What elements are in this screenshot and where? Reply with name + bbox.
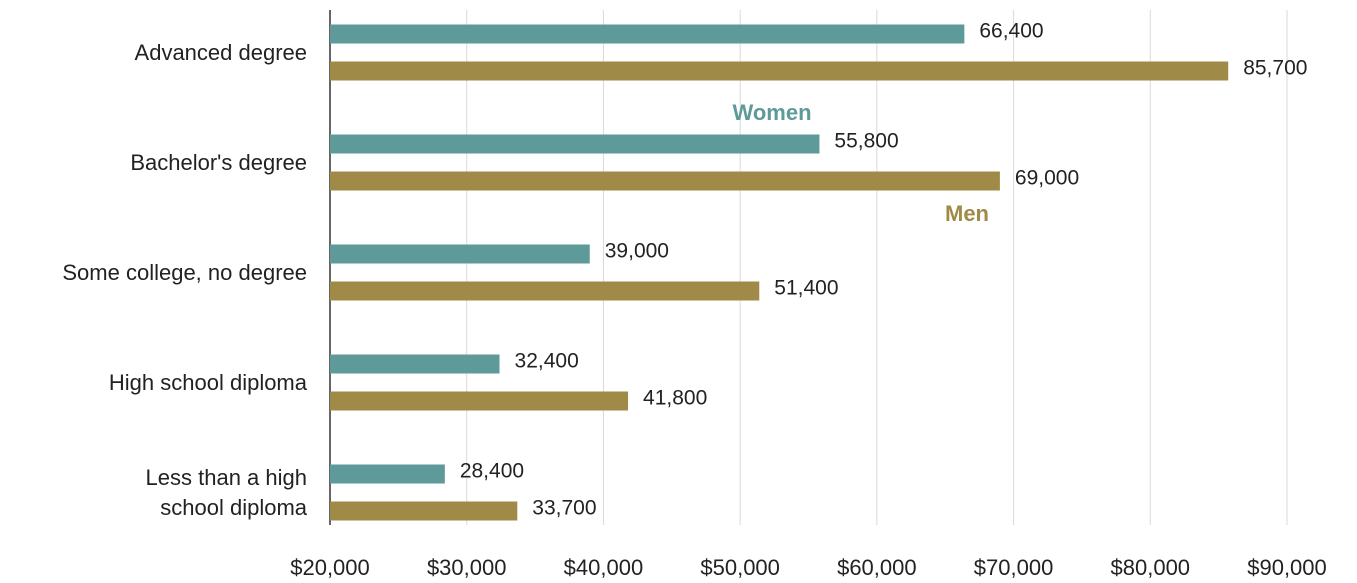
legend-label: Men (945, 201, 989, 226)
x-tick-label: $40,000 (564, 555, 644, 580)
value-label: 55,800 (834, 130, 898, 153)
value-label: 28,400 (460, 460, 524, 483)
category-label: Bachelor's degree (130, 149, 307, 175)
x-tick-label: $90,000 (1247, 555, 1327, 580)
value-label: 41,800 (643, 387, 707, 410)
value-label: 69,000 (1015, 167, 1079, 190)
value-label: 33,700 (532, 497, 596, 520)
bar (330, 354, 500, 374)
category-label: Some college, no degree (62, 259, 307, 285)
x-tick-label: $50,000 (700, 555, 780, 580)
x-tick-label: $30,000 (427, 555, 507, 580)
value-label: 85,700 (1243, 57, 1307, 80)
value-label: 66,400 (979, 20, 1043, 43)
bar (330, 244, 590, 264)
bar (330, 24, 965, 44)
bar (330, 391, 629, 411)
x-tick-label: $20,000 (290, 555, 370, 580)
bar (330, 134, 820, 154)
category-label: Advanced degree (134, 39, 307, 65)
value-label: 32,400 (515, 350, 579, 373)
bar (330, 171, 1000, 191)
x-tick-label: $80,000 (1111, 555, 1191, 580)
value-label: 51,400 (774, 277, 838, 300)
bar (330, 281, 760, 301)
bar (330, 61, 1229, 81)
category-label: Less than a high school diploma (145, 464, 307, 520)
x-tick-label: $60,000 (837, 555, 917, 580)
bar (330, 464, 445, 484)
bar (330, 501, 518, 521)
value-label: 39,000 (605, 240, 669, 263)
category-label: High school diploma (108, 369, 307, 395)
x-tick-label: $70,000 (974, 555, 1054, 580)
legend-label: Women (732, 100, 811, 125)
